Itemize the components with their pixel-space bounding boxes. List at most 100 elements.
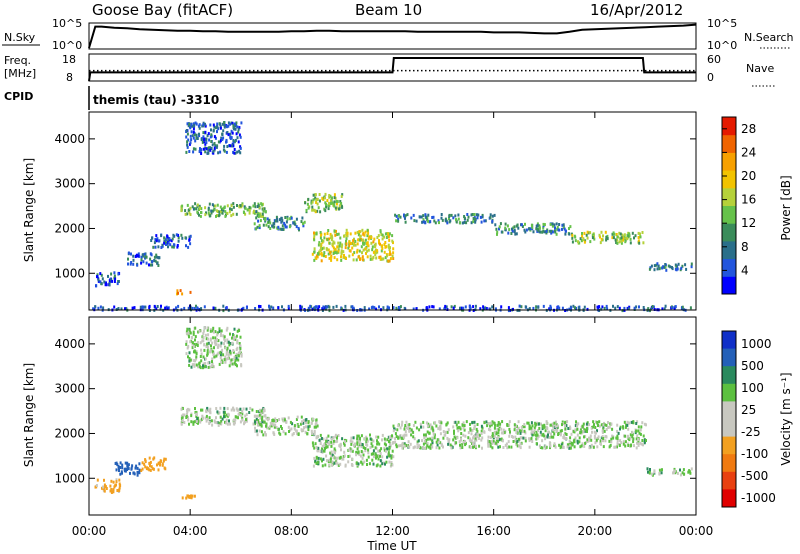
data-cell	[561, 423, 563, 427]
data-cell	[422, 420, 425, 424]
data-cell	[497, 421, 500, 424]
data-cell	[325, 439, 328, 443]
freq-series-line	[88, 57, 696, 82]
data-cell	[305, 418, 308, 421]
data-cell	[328, 458, 331, 462]
data-cell	[321, 247, 324, 251]
data-cell	[192, 207, 195, 211]
data-cell	[564, 432, 567, 436]
data-cell	[609, 422, 612, 426]
data-cell	[375, 251, 378, 255]
data-cell	[220, 422, 223, 426]
data-cell	[464, 440, 467, 444]
data-cell	[680, 266, 683, 270]
data-cell	[598, 233, 601, 237]
data-cell	[153, 259, 156, 262]
data-cell	[397, 424, 400, 428]
data-cell	[231, 131, 234, 135]
data-cell	[669, 265, 672, 269]
data-cell	[630, 443, 633, 447]
data-cell	[562, 223, 565, 227]
data-cell	[325, 305, 328, 309]
data-cell	[275, 420, 277, 423]
data-cell	[204, 124, 207, 128]
data-cell	[219, 150, 222, 154]
data-cell	[195, 342, 198, 346]
data-cell	[521, 430, 524, 434]
data-cell	[538, 426, 541, 430]
data-cell	[116, 489, 119, 492]
data-cell	[623, 233, 626, 237]
data-cell	[254, 420, 256, 424]
data-cell	[370, 235, 373, 239]
data-cell	[218, 210, 221, 214]
data-cell	[130, 466, 133, 470]
data-cell	[232, 349, 235, 352]
data-cell	[616, 434, 619, 438]
data-cell	[254, 422, 256, 426]
data-cell	[108, 279, 111, 283]
data-cell	[489, 441, 492, 445]
data-cell	[132, 262, 135, 266]
data-cell	[145, 261, 148, 265]
data-cell	[569, 426, 572, 430]
data-cell	[361, 238, 364, 242]
data-cell	[164, 238, 167, 242]
data-cell	[282, 228, 285, 231]
data-cell	[600, 237, 603, 241]
data-cell	[600, 423, 603, 427]
data-cell	[414, 420, 417, 424]
colorbar-tick-label: 25	[741, 403, 756, 417]
data-cell	[339, 236, 342, 240]
data-cell	[276, 217, 279, 221]
data-cell	[361, 443, 364, 446]
data-cell	[246, 208, 249, 212]
data-cell	[359, 436, 361, 440]
data-cell	[591, 236, 594, 240]
data-cell	[506, 446, 509, 450]
data-cell	[413, 219, 416, 223]
data-cell	[362, 453, 365, 457]
data-cell	[357, 462, 360, 466]
data-cell	[389, 437, 392, 441]
data-cell	[330, 460, 333, 464]
data-cell	[318, 193, 321, 196]
data-cell	[510, 232, 513, 235]
data-cell	[633, 306, 636, 310]
data-cell	[219, 126, 222, 130]
data-cell	[372, 449, 375, 453]
data-cell	[555, 232, 558, 236]
data-cell	[620, 236, 623, 240]
data-cell	[208, 420, 211, 424]
data-cell	[136, 470, 139, 474]
data-cell	[545, 421, 548, 425]
data-cell	[589, 437, 592, 440]
data-cell	[201, 408, 204, 412]
data-cell	[388, 248, 391, 251]
data-cell	[385, 460, 388, 464]
data-cell	[302, 419, 305, 422]
colorbar-swatch	[722, 471, 736, 490]
data-cell	[426, 215, 429, 219]
data-cell	[186, 122, 189, 126]
data-cell	[343, 454, 346, 458]
data-cell	[431, 427, 434, 431]
data-cell	[316, 209, 319, 213]
data-cell	[313, 231, 315, 235]
data-cell	[583, 231, 586, 235]
data-cell	[429, 437, 432, 441]
data-cell	[179, 289, 182, 293]
data-cell	[222, 207, 225, 210]
data-cell	[160, 246, 163, 249]
data-cell	[377, 234, 380, 238]
data-cell	[290, 216, 293, 220]
data-cell	[305, 421, 307, 425]
data-cell	[317, 456, 320, 460]
data-cell	[404, 424, 407, 427]
data-cell	[262, 209, 265, 213]
data-cell	[581, 442, 584, 446]
data-cell	[215, 416, 217, 420]
data-cell	[501, 420, 504, 424]
data-cell	[523, 423, 526, 426]
data-cell	[327, 441, 330, 444]
